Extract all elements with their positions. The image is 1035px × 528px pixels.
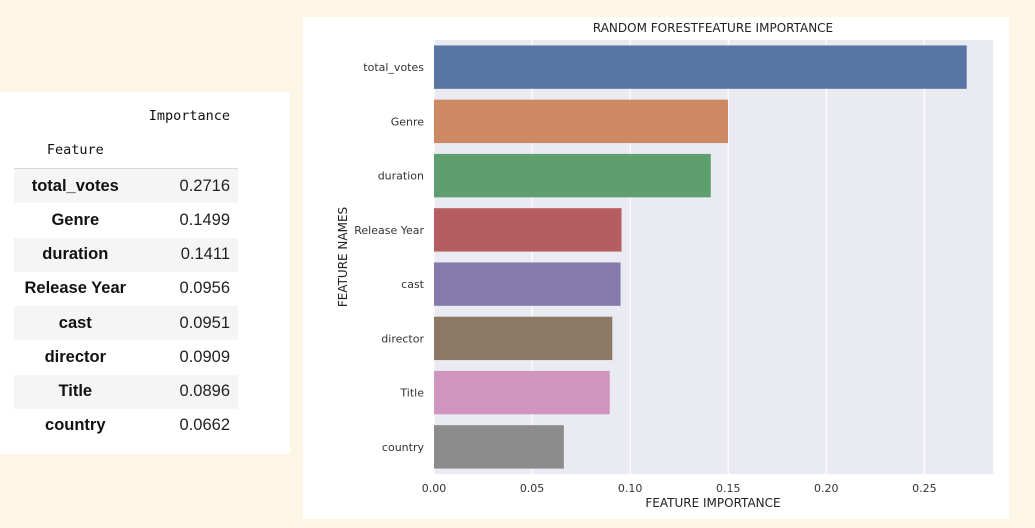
feature-importance-chart: total_votes Genre duration Release Year cast… — [336, 21, 993, 510]
bar — [434, 208, 622, 252]
x-tick-label: 0.05 — [520, 482, 545, 495]
x-tick-label: 0.25 — [912, 482, 937, 495]
y-tick-label: Release Year — [354, 224, 424, 237]
importance-value-cell: 0.0956 — [179, 279, 230, 298]
bar — [434, 316, 613, 361]
table-corner — [14, 100, 137, 132]
y-tick-label: Genre — [391, 115, 425, 128]
feature-name-cell: total_votes — [31, 176, 119, 195]
feature-name-cell: cast — [58, 313, 92, 332]
table-row: Title 0.0896 — [14, 374, 238, 409]
bar — [434, 99, 729, 144]
table-body: total_votes 0.2716 Genre 0.1499 duration 0.14… — [14, 168, 238, 444]
y-tick-label: cast — [401, 278, 425, 291]
x-axis-label: FEATURE IMPORTANCE — [645, 496, 780, 510]
x-tick-label: 0.15 — [716, 482, 741, 495]
importance-value-cell: 0.1499 — [179, 210, 230, 229]
importance-value-cell: 0.0951 — [179, 313, 230, 332]
y-axis-label: FEATURE NAMES — [336, 207, 350, 307]
bar — [434, 45, 967, 89]
importance-value-cell: 0.1411 — [180, 245, 230, 264]
table-row: director 0.0909 — [14, 340, 238, 374]
table-row: cast 0.0951 — [14, 306, 238, 341]
table-row: Release Year 0.0956 — [14, 272, 238, 306]
y-tick-label: country — [382, 441, 425, 454]
bar — [434, 153, 711, 198]
y-tick-label: director — [381, 332, 424, 345]
importance-column-header: Importance — [148, 108, 230, 124]
x-tick-label: 0.20 — [814, 482, 839, 495]
importance-table: Importance Feature total_votes 0.2716 Genr… — [14, 100, 238, 443]
bar — [434, 262, 621, 306]
importance-value-cell: 0.0662 — [179, 416, 230, 435]
table-row: duration 0.1411 — [14, 237, 238, 272]
index-header-blank — [137, 132, 238, 169]
y-tick-label: Title — [399, 387, 424, 400]
feature-index-header: Feature — [46, 142, 104, 158]
y-tick-labels: total_votes Genre duration Release Year cast… — [354, 61, 424, 454]
chart-title: RANDOM FORESTFEATURE IMPORTANCE — [593, 21, 833, 35]
bars — [434, 45, 967, 469]
importance-table-panel: Importance Feature total_votes 0.2716 Genr… — [0, 92, 290, 454]
x-tick-label: 0.10 — [618, 482, 643, 495]
feature-name-cell: duration — [42, 245, 109, 264]
x-tick-label: 0.00 — [422, 482, 447, 495]
y-tick-label: total_votes — [363, 61, 424, 74]
importance-value-cell: 0.0896 — [179, 382, 230, 401]
y-tick-label: duration — [378, 170, 424, 183]
feature-name-cell: director — [44, 347, 106, 366]
table-row: total_votes 0.2716 — [14, 168, 238, 204]
importance-value-cell: 0.0909 — [179, 347, 230, 366]
importance-value-cell: 0.2716 — [179, 176, 230, 195]
x-tick-labels: 0.00 0.05 0.10 0.15 0.20 0.25 — [422, 482, 937, 495]
chart-panel: total_votes Genre duration Release Year cast… — [303, 17, 1009, 519]
table-row: country 0.0662 — [14, 409, 238, 443]
feature-name-cell: Title — [58, 382, 93, 401]
feature-name-cell: country — [45, 416, 106, 435]
bar — [434, 370, 610, 415]
feature-name-cell: Release Year — [24, 279, 127, 298]
feature-name-cell: Genre — [51, 210, 100, 229]
table-row: Genre 0.1499 — [14, 203, 238, 237]
bar — [434, 425, 564, 469]
